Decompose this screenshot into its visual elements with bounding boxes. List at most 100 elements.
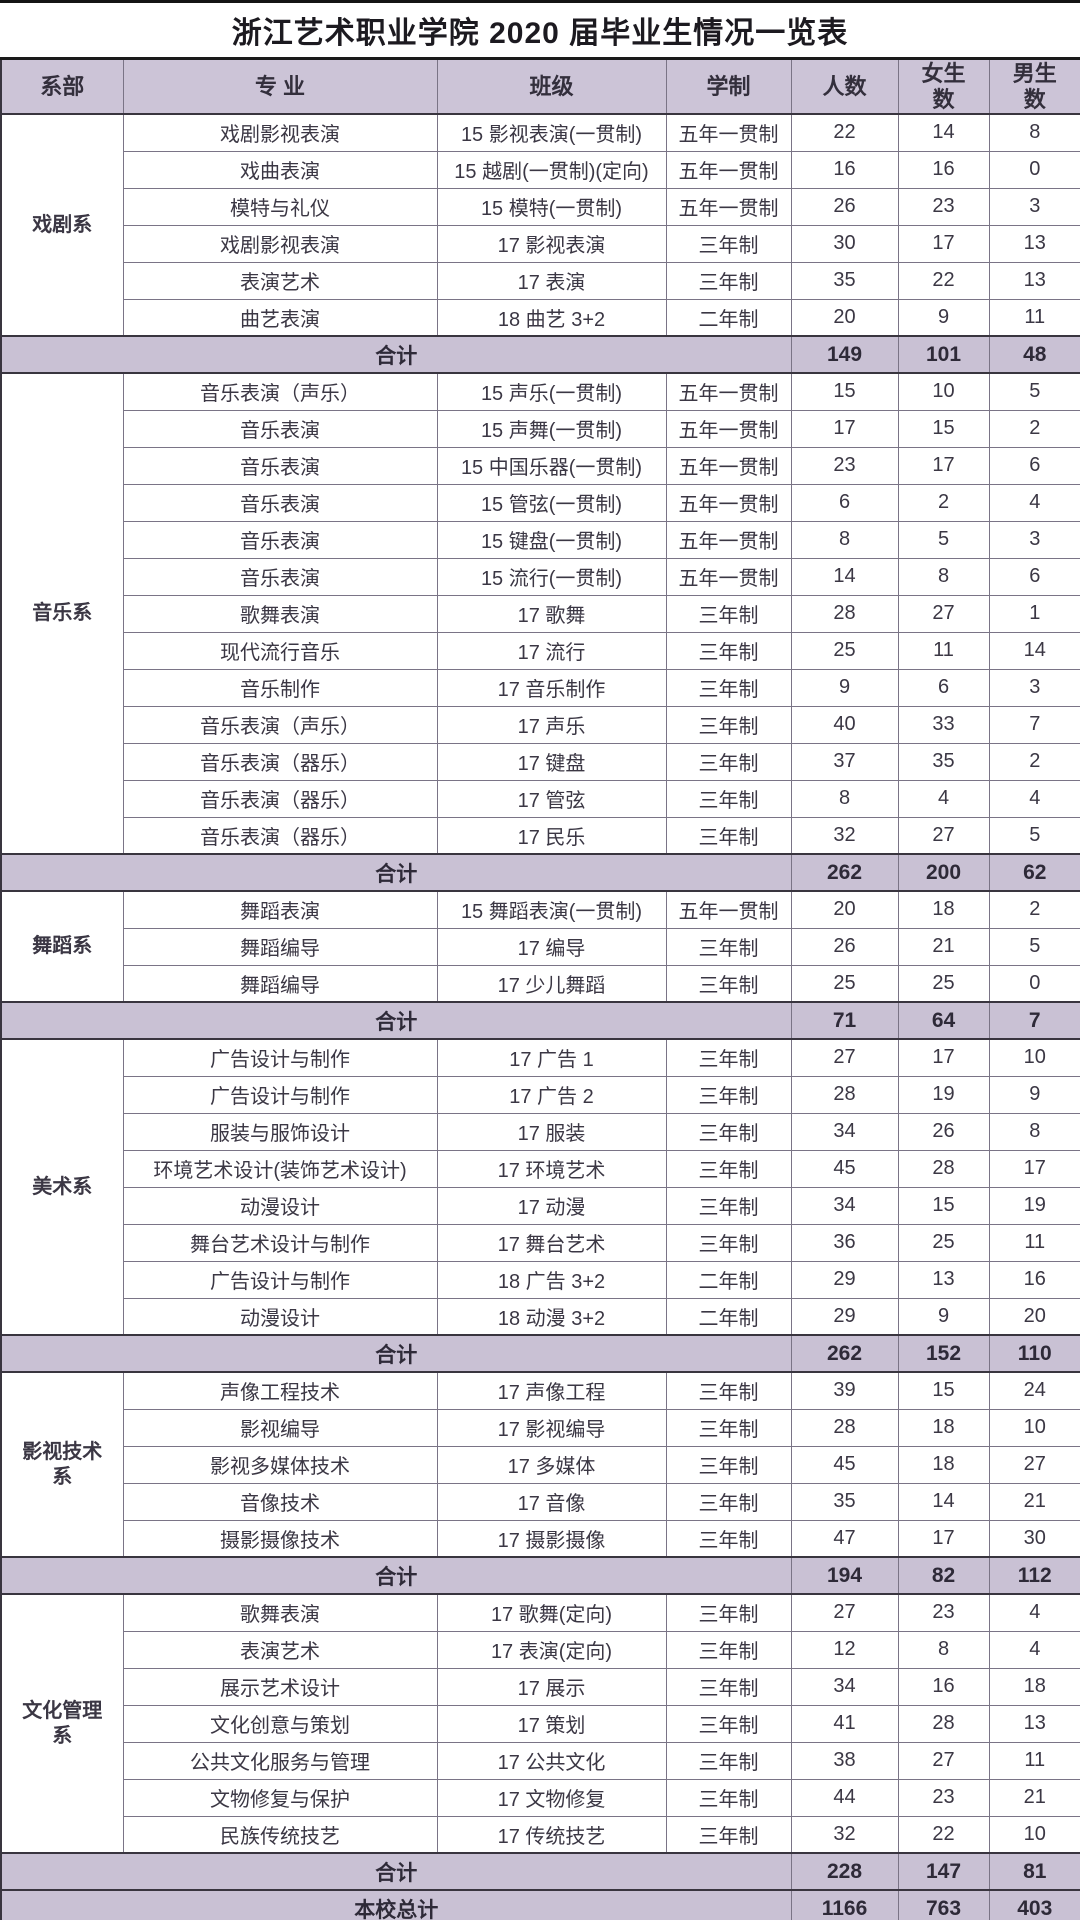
class-cell: 17 影视编导 [436,1408,667,1447]
class-cell: 17 动漫 [436,1186,667,1225]
major-cell: 戏剧影视表演 [122,224,438,263]
subtotal-female-cell: 200 [897,853,990,892]
subtotal-female-cell: 147 [897,1852,990,1891]
male-count-cell: 30 [988,1519,1080,1558]
male-count-cell: 21 [988,1482,1080,1521]
major-cell: 音乐表演（器乐） [122,816,438,855]
class-cell: 17 声乐 [436,705,667,744]
female-count-cell: 23 [897,1778,990,1817]
schooling-cell: 三年制 [665,742,792,781]
table-row: 表演艺术 17 表演(定向) 三年制 12 8 4 [1,1630,1080,1669]
major-cell: 声像工程技术 [122,1371,438,1410]
female-count-cell: 26 [897,1112,990,1151]
schooling-cell: 三年制 [665,261,792,300]
table-row: 音乐表演 15 管弦(一贯制) 五年一贯制 6 2 4 [1,483,1080,522]
female-count-cell: 25 [897,964,990,1003]
class-cell: 17 展示 [436,1667,667,1706]
class-cell: 18 曲艺 3+2 [436,298,667,337]
class-cell: 15 管弦(一贯制) [436,483,667,522]
male-count-cell: 4 [988,779,1080,818]
male-count-cell: 13 [988,261,1080,300]
class-cell: 15 模特(一贯制) [436,187,667,226]
schooling-cell: 三年制 [665,668,792,707]
table-row: 舞蹈编导 17 编导 三年制 26 21 5 [1,927,1080,966]
female-count-cell: 23 [897,187,990,226]
male-count-cell: 20 [988,1297,1080,1336]
female-count-cell: 16 [897,150,990,189]
class-cell: 17 歌舞 [436,594,667,633]
major-cell: 音乐表演 [122,483,438,522]
male-count-cell: 3 [988,187,1080,226]
male-count-cell: 6 [988,557,1080,596]
table-row: 动漫设计 17 动漫 三年制 34 15 19 [1,1186,1080,1225]
major-cell: 表演艺术 [122,1630,438,1669]
count-cell: 14 [790,557,899,596]
schooling-cell: 三年制 [665,1408,792,1447]
male-count-cell: 2 [988,890,1080,929]
count-cell: 39 [790,1371,899,1410]
subtotal-male-cell: 62 [988,853,1080,892]
schooling-cell: 五年一贯制 [665,150,792,189]
table-row: 影视编导 17 影视编导 三年制 28 18 10 [1,1408,1080,1447]
subtotal-male-cell: 112 [988,1556,1080,1595]
male-count-cell: 4 [988,1630,1080,1669]
count-cell: 27 [790,1593,899,1632]
count-cell: 28 [790,594,899,633]
count-cell: 28 [790,1075,899,1114]
count-cell: 32 [790,1815,899,1854]
count-cell: 38 [790,1741,899,1780]
table-row: 歌舞表演 17 歌舞 三年制 28 27 1 [1,594,1080,633]
subtotal-count-cell: 262 [790,1334,899,1373]
male-count-cell: 21 [988,1778,1080,1817]
class-cell: 17 传统技艺 [436,1815,667,1854]
female-count-cell: 10 [897,372,990,411]
subtotal-male-cell: 110 [988,1334,1080,1373]
subtotal-female-cell: 64 [897,1001,990,1040]
male-count-cell: 10 [988,1408,1080,1447]
female-count-cell: 28 [897,1704,990,1743]
male-count-cell: 24 [988,1371,1080,1410]
schooling-cell: 五年一贯制 [665,187,792,226]
major-cell: 音乐表演（器乐） [122,779,438,818]
male-count-cell: 0 [988,150,1080,189]
male-count-cell: 18 [988,1667,1080,1706]
major-cell: 广告设计与制作 [122,1260,438,1299]
subtotal-count-cell: 228 [790,1852,899,1891]
subtotal-count-cell: 194 [790,1556,899,1595]
table-row: 音乐表演 15 中国乐器(一贯制) 五年一贯制 23 17 6 [1,446,1080,485]
count-cell: 15 [790,372,899,411]
count-cell: 37 [790,742,899,781]
subtotal-label: 合计 [0,1556,792,1595]
major-cell: 戏剧影视表演 [122,113,438,152]
female-count-cell: 33 [897,705,990,744]
schooling-cell: 三年制 [665,1075,792,1114]
count-cell: 28 [790,1408,899,1447]
male-count-cell: 4 [988,483,1080,522]
female-count-cell: 6 [897,668,990,707]
class-cell: 17 编导 [436,927,667,966]
count-cell: 41 [790,1704,899,1743]
class-cell: 15 声舞(一贯制) [436,409,667,448]
header-row: 系部 专 业 班级 学制 人数 女生 数 男生 数 [0,58,1080,115]
male-count-cell: 13 [988,224,1080,263]
class-cell: 17 流行 [436,631,667,670]
subtotal-female-cell: 101 [897,335,990,374]
major-cell: 影视编导 [122,1408,438,1447]
schooling-cell: 三年制 [665,705,792,744]
major-cell: 环境艺术设计(装饰艺术设计) [122,1149,438,1188]
male-count-cell: 4 [988,1593,1080,1632]
table-row: 展示艺术设计 17 展示 三年制 34 16 18 [1,1667,1080,1706]
major-cell: 表演艺术 [122,261,438,300]
major-cell: 歌舞表演 [122,594,438,633]
schooling-cell: 五年一贯制 [665,409,792,448]
schooling-cell: 二年制 [665,1260,792,1299]
major-cell: 广告设计与制作 [122,1075,438,1114]
class-cell: 17 公共文化 [436,1741,667,1780]
female-count-cell: 17 [897,224,990,263]
major-cell: 舞台艺术设计与制作 [122,1223,438,1262]
class-cell: 15 舞蹈表演(一贯制) [436,890,667,929]
major-cell: 摄影摄像技术 [122,1519,438,1558]
schooling-cell: 三年制 [665,1445,792,1484]
count-cell: 27 [790,1038,899,1077]
class-cell: 17 声像工程 [436,1371,667,1410]
